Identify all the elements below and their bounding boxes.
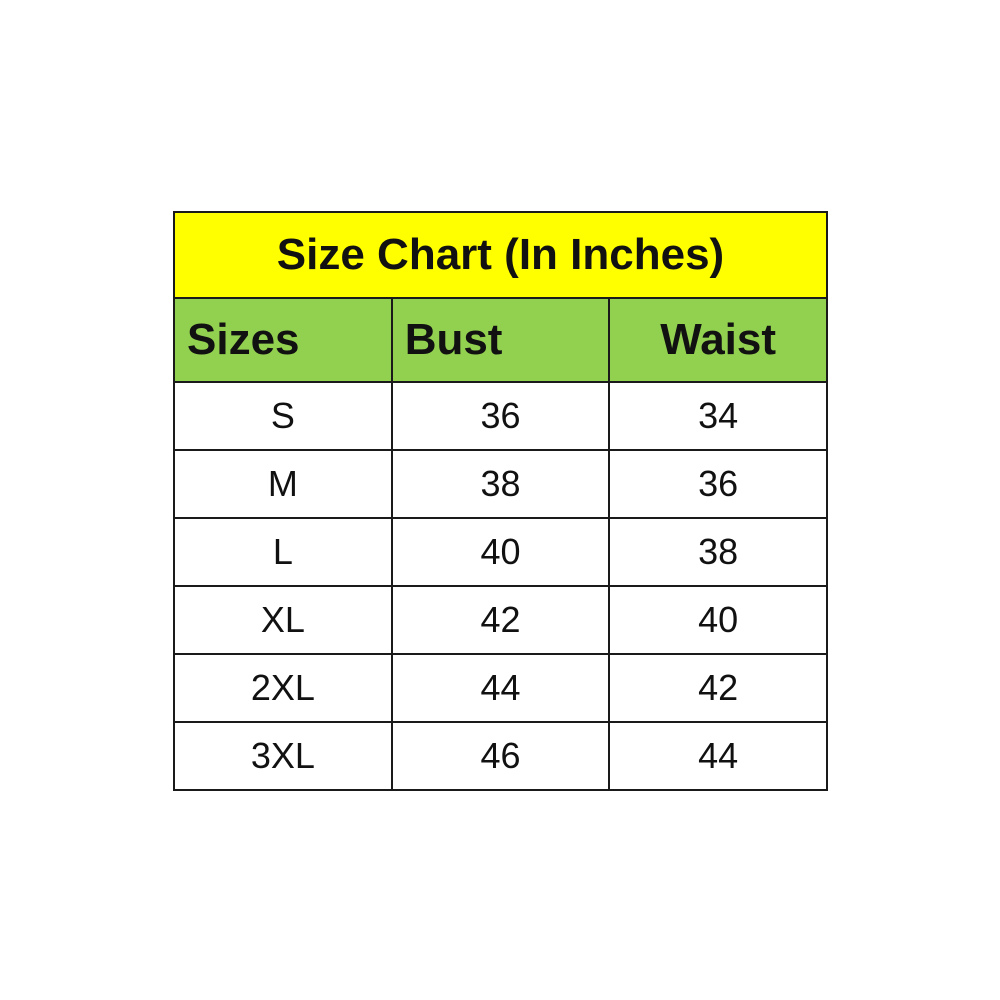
size-chart-table: Size Chart (In Inches) Sizes Bust Waist …	[173, 211, 828, 791]
bust-cell: 38	[390, 449, 611, 519]
size-cell: S	[173, 381, 393, 451]
bust-cell: 46	[390, 721, 611, 791]
size-cell: 3XL	[173, 721, 393, 791]
bust-cell: 36	[390, 381, 611, 451]
header-row: Sizes Bust Waist	[173, 297, 828, 383]
bust-cell: 40	[390, 517, 611, 587]
size-cell: L	[173, 517, 393, 587]
table-row: 2XL 44 42	[173, 653, 828, 723]
waist-cell: 36	[608, 449, 828, 519]
column-header-sizes: Sizes	[173, 297, 393, 383]
bust-cell: 44	[390, 653, 611, 723]
column-header-bust: Bust	[390, 297, 611, 383]
waist-cell: 34	[608, 381, 828, 451]
table-row: S 36 34	[173, 381, 828, 451]
table-row: 3XL 46 44	[173, 721, 828, 791]
column-header-waist: Waist	[608, 297, 828, 383]
waist-cell: 38	[608, 517, 828, 587]
table-row: L 40 38	[173, 517, 828, 587]
bust-cell: 42	[390, 585, 611, 655]
table-row: XL 42 40	[173, 585, 828, 655]
table-row: M 38 36	[173, 449, 828, 519]
waist-cell: 40	[608, 585, 828, 655]
size-cell: XL	[173, 585, 393, 655]
size-cell: M	[173, 449, 393, 519]
table-title: Size Chart (In Inches)	[173, 211, 828, 299]
waist-cell: 44	[608, 721, 828, 791]
waist-cell: 42	[608, 653, 828, 723]
size-cell: 2XL	[173, 653, 393, 723]
